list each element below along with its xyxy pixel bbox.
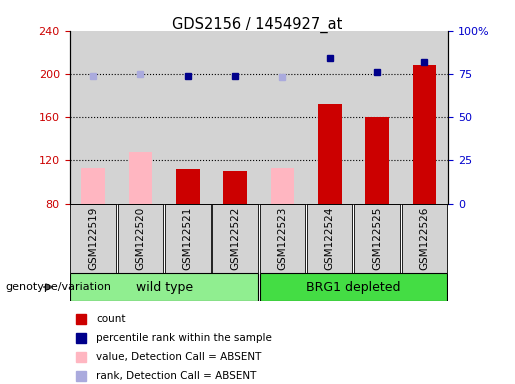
Text: GSM122522: GSM122522 [230, 206, 240, 270]
Text: GSM122526: GSM122526 [419, 206, 430, 270]
Text: count: count [96, 314, 126, 324]
Text: GSM122520: GSM122520 [135, 207, 146, 270]
Bar [71, 273, 258, 301]
Text: wild type: wild type [135, 281, 193, 293]
Bar [365, 117, 389, 204]
Bar [354, 204, 400, 273]
Text: percentile rank within the sample: percentile rank within the sample [96, 333, 272, 343]
Bar [224, 171, 247, 204]
Bar [270, 168, 294, 204]
Bar [81, 168, 105, 204]
Text: GSM122523: GSM122523 [278, 206, 287, 270]
Bar [413, 65, 436, 204]
Text: GDS2156 / 1454927_at: GDS2156 / 1454927_at [173, 17, 342, 33]
Bar [402, 204, 447, 273]
Bar [129, 152, 152, 204]
Text: genotype/variation: genotype/variation [5, 282, 111, 292]
Text: value, Detection Call = ABSENT: value, Detection Call = ABSENT [96, 352, 262, 362]
Bar [176, 169, 200, 204]
Bar [212, 204, 258, 273]
Text: GSM122521: GSM122521 [183, 206, 193, 270]
Text: GSM122524: GSM122524 [325, 206, 335, 270]
Bar [260, 273, 447, 301]
Bar [260, 204, 305, 273]
Bar [165, 204, 211, 273]
Text: GSM122525: GSM122525 [372, 206, 382, 270]
Text: rank, Detection Call = ABSENT: rank, Detection Call = ABSENT [96, 371, 256, 381]
Bar [118, 204, 163, 273]
Bar [71, 204, 116, 273]
Bar [307, 204, 352, 273]
Text: GSM122519: GSM122519 [88, 206, 98, 270]
Bar [318, 104, 341, 204]
Text: BRG1 depleted: BRG1 depleted [306, 281, 401, 293]
